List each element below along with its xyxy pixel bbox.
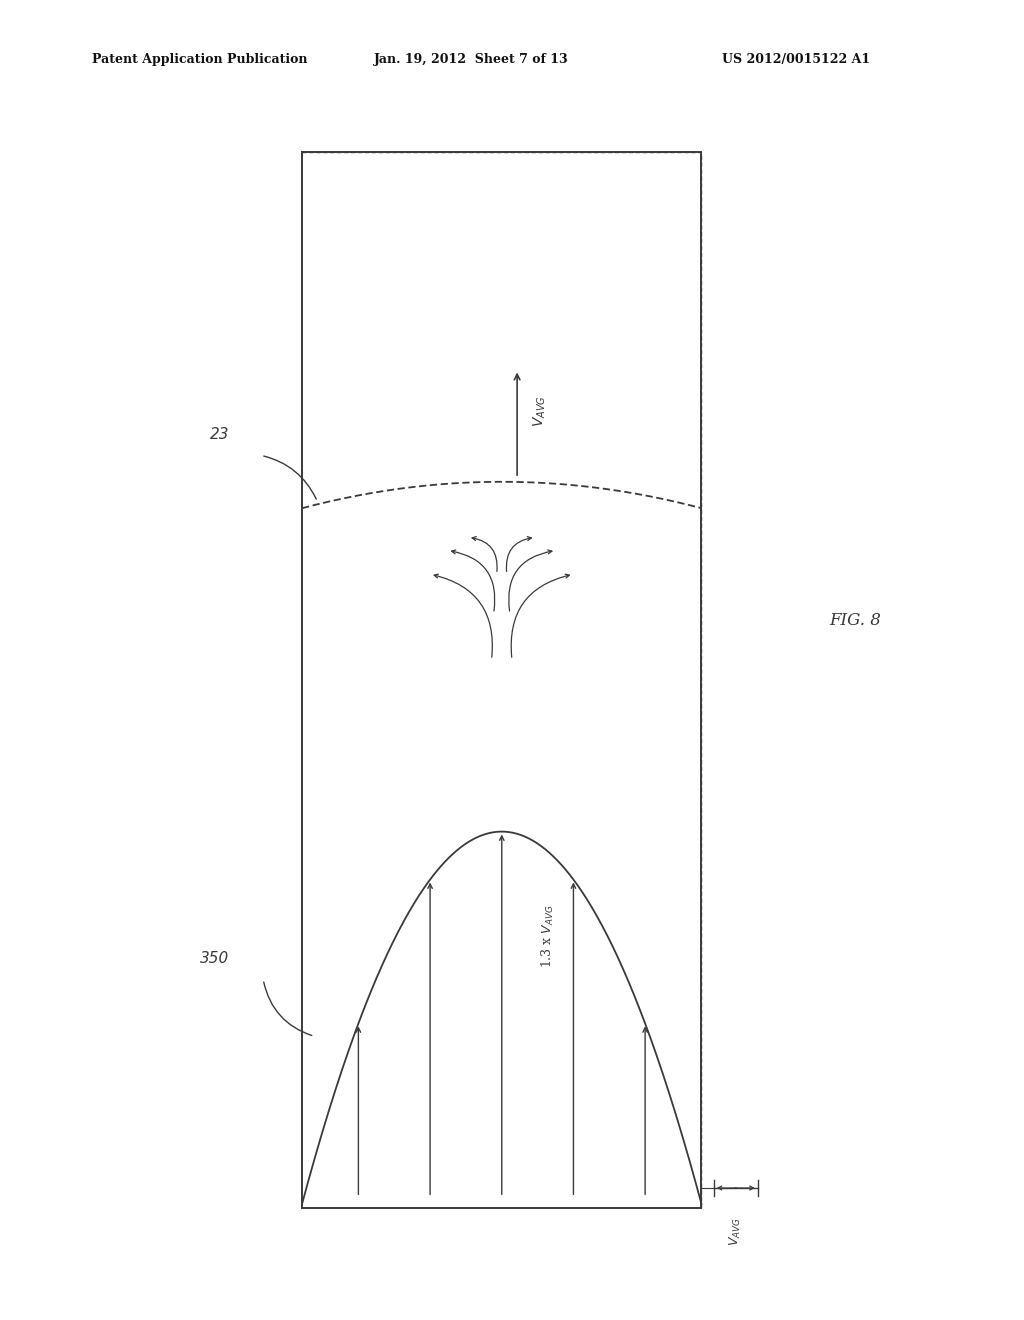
Text: Patent Application Publication: Patent Application Publication	[92, 53, 307, 66]
Text: US 2012/0015122 A1: US 2012/0015122 A1	[722, 53, 870, 66]
Text: 1.3 x $V_{AVG}$: 1.3 x $V_{AVG}$	[540, 904, 556, 968]
Text: 23: 23	[210, 428, 230, 442]
Text: $V_{AVG}$: $V_{AVG}$	[728, 1217, 743, 1246]
Text: FIG. 8: FIG. 8	[829, 612, 881, 628]
Text: 350: 350	[201, 952, 229, 966]
Text: $V_{AVG}$: $V_{AVG}$	[531, 395, 548, 426]
Text: Jan. 19, 2012  Sheet 7 of 13: Jan. 19, 2012 Sheet 7 of 13	[374, 53, 568, 66]
Bar	[302, 152, 701, 1208]
